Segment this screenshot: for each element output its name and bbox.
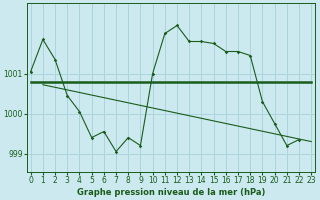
- X-axis label: Graphe pression niveau de la mer (hPa): Graphe pression niveau de la mer (hPa): [77, 188, 265, 197]
